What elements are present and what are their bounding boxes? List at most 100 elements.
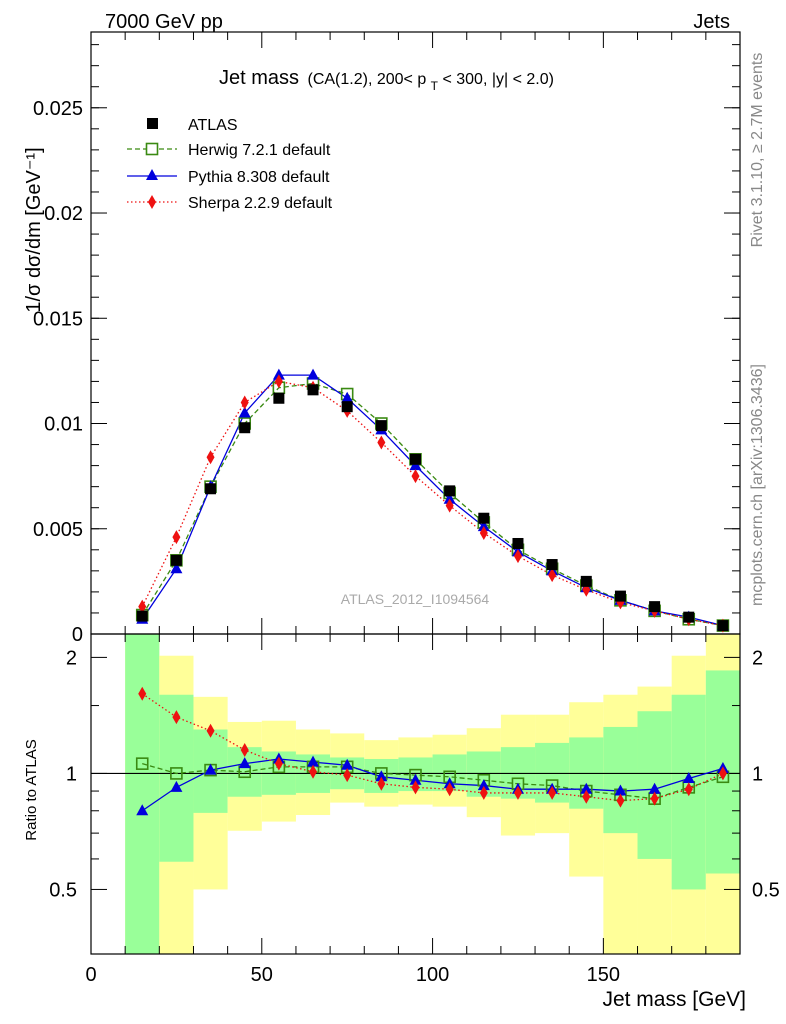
ratio-pythia-point (409, 773, 422, 785)
legend-sherpa-label: Sherpa 2.2.9 default (188, 195, 333, 212)
main-ytick-label: 0.025 (33, 98, 83, 120)
main-atlas-point (683, 611, 695, 623)
main-atlas-point (136, 610, 148, 622)
ratio-pythia-point (614, 784, 627, 796)
ratio-ytick-label: 2 (66, 647, 77, 669)
main-atlas-point (341, 401, 353, 413)
header-left: 7000 GeV pp (105, 11, 223, 33)
xtick-label: 0 (85, 964, 96, 986)
main-atlas-point (239, 422, 251, 434)
legend: ATLAS Herwig 7.2.1 default Pythia 8.308 … (127, 117, 333, 212)
ratio-ytick-label-right: 1 (752, 763, 763, 785)
ratio-sherpa-point (582, 789, 591, 804)
ratio-sherpa-point (138, 686, 147, 701)
title-main: Jet mass (219, 67, 299, 89)
main-atlas-point (273, 392, 285, 404)
main-atlas-point (307, 384, 319, 396)
main-atlas-point (444, 485, 456, 497)
legend-entry-sherpa: Sherpa 2.2.9 default (127, 195, 333, 212)
ratio-ytick-label: 1 (66, 763, 77, 785)
ratio-sherpa-point (206, 723, 215, 738)
main-atlas-point (717, 620, 729, 632)
main-sherpa-point (445, 498, 454, 513)
ratio-pythia-point (170, 780, 183, 792)
ratio-pythia-point (341, 758, 354, 770)
ratio-sherpa-point (274, 756, 283, 771)
main-atlas-point (410, 453, 421, 465)
band-inner-bin (125, 634, 160, 954)
ratio-pythia-point (375, 770, 388, 782)
main-atlas-point (512, 537, 524, 549)
ratio-pythia-point (307, 755, 320, 767)
legend-pythia-marker (146, 169, 158, 180)
ratio-sherpa-point (479, 785, 488, 800)
ratio-sherpa-point (309, 764, 318, 779)
xtick-label: 50 (251, 964, 273, 986)
header-right: Jets (693, 11, 730, 33)
ratio-sherpa-point (513, 785, 522, 800)
main-ytick-label: 0 (72, 624, 83, 646)
main-sherpa-point (240, 395, 249, 410)
analysis-watermark: ATLAS_2012_I1094564 (341, 591, 490, 607)
main-sherpa-point (274, 374, 283, 389)
ratio-sherpa-point (411, 780, 420, 795)
main-atlas-point (546, 559, 558, 571)
main-pythia-point (272, 368, 285, 380)
ratio-sherpa-point (616, 793, 625, 808)
xlabel: Jet mass [GeV] (602, 988, 746, 1011)
main-sherpa-point (479, 525, 488, 540)
main-ytick-label: 0.01 (44, 414, 83, 436)
main-ytick-label: 0.02 (44, 203, 83, 225)
main-pythia-point (307, 368, 320, 380)
main-pythia-point (238, 406, 251, 418)
main-ylabel: 1/σ dσ/dm [GeV⁻¹] (23, 147, 45, 312)
ratio-ytick-label: 0.5 (49, 879, 77, 901)
ratio-sherpa-point (684, 782, 693, 797)
title-tail: < 300, |y| < 2.0) (442, 71, 554, 88)
legend-entry-pythia: Pythia 8.308 default (127, 169, 330, 186)
legend-sherpa-marker (148, 195, 156, 209)
ratio-sherpa-point (718, 766, 727, 781)
title-detail: (CA(1.2), 200< p (307, 71, 426, 88)
main-sherpa-point (206, 450, 215, 465)
main-sherpa-point (172, 530, 181, 545)
main-sherpa-line (141, 380, 724, 627)
legend-herwig-label: Herwig 7.2.1 default (188, 142, 331, 159)
main-herwig-line (141, 382, 724, 627)
main-atlas-point (614, 590, 626, 602)
ratio-sherpa-point (650, 791, 659, 806)
ratio-ytick-label-right: 0.5 (752, 879, 780, 901)
main-sherpa-point (548, 568, 557, 583)
ratio-sherpa-point (445, 782, 454, 797)
mcplots-label: mcplots.cern.ch [arXiv:1306.3436] (749, 364, 766, 606)
main-atlas-point (375, 420, 387, 432)
main-sherpa-point (513, 549, 522, 564)
legend-herwig-marker (145, 142, 159, 156)
ratio-pythia-point (648, 782, 661, 794)
ratio-ytick-label-right: 2 (752, 647, 763, 669)
main-pythia-line (141, 374, 724, 627)
ratio-herwig-point (135, 757, 149, 770)
ratio-sherpa-point (377, 776, 386, 791)
main-atlas-point (478, 512, 490, 524)
ratio-pythia-point (204, 763, 217, 775)
main-sherpa-point (411, 469, 420, 484)
main-atlas-point (170, 554, 182, 566)
main-atlas-point (649, 601, 661, 613)
xtick-label: 150 (587, 964, 620, 986)
main-atlas-point (580, 575, 592, 587)
main-atlas-point (205, 483, 217, 495)
legend-entry-atlas: ATLAS (147, 117, 238, 134)
ratio-herwig-point (170, 767, 183, 780)
ratio-sherpa-point (343, 768, 352, 783)
ratio-ylabel: Ratio to ATLAS (23, 739, 40, 840)
ratio-pythia-point (136, 804, 149, 816)
main-pythia-point (443, 492, 456, 504)
series-markers (135, 368, 730, 816)
plot-title: Jet mass (CA(1.2), 200< p T < 300, |y| <… (219, 67, 554, 94)
main-sherpa-point (377, 435, 386, 450)
ratio-sherpa-point (548, 785, 557, 800)
rivet-label: Rivet 3.1.10, ≥ 2.7M events (749, 53, 766, 248)
ratio-pythia-point (682, 772, 695, 784)
